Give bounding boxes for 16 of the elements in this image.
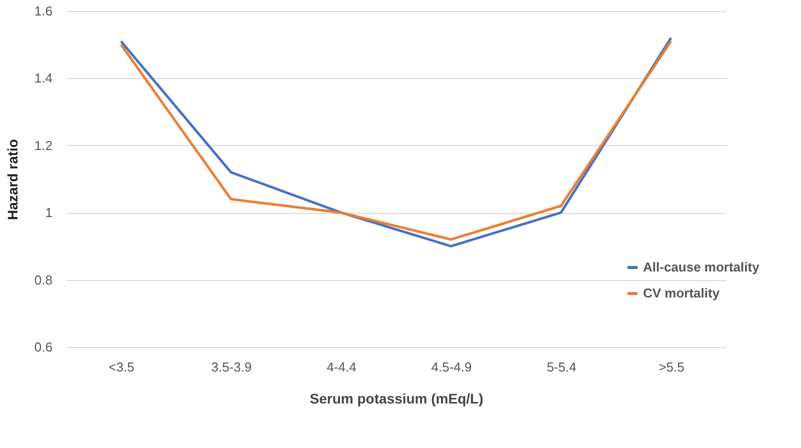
x-tick-label: 4-4.4 (326, 360, 356, 374)
y-tick-label: 0.8 (34, 272, 52, 288)
y-tick-label: 1.6 (34, 4, 52, 18)
legend-label: All-cause mortality (643, 260, 760, 274)
legend-label: CV mortality (643, 286, 720, 300)
y-tick-label: 0.6 (34, 340, 52, 354)
x-tick-label: 4.5-4.9 (431, 360, 472, 374)
y-axis-title: Hazard ratio (4, 139, 20, 220)
y-tick-label: 1.2 (34, 138, 52, 153)
x-axis-title: Serum potassium (mEq/L) (310, 390, 484, 406)
x-tick-label: <3.5 (108, 360, 134, 374)
x-tick-label: 5-5.4 (546, 360, 576, 374)
x-tick-label: 3.5-3.9 (211, 360, 252, 374)
x-tick-label: >5.5 (658, 360, 684, 374)
y-tick-label: 1 (45, 205, 52, 220)
y-tick-label: 1.4 (34, 70, 52, 86)
